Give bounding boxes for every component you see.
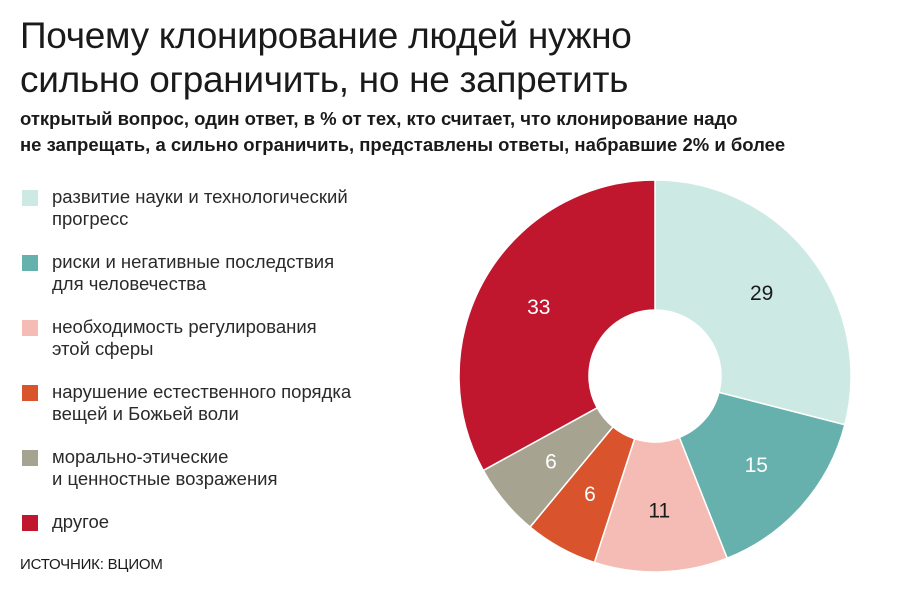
legend-label: другое	[52, 511, 110, 532]
source-note: ИСТОЧНИК: ВЦИОМ	[20, 556, 163, 573]
legend-item: морально-этические и ценностные возражени…	[22, 446, 422, 511]
chart-title-line-2: сильно ограничить, но не запретить	[20, 59, 629, 100]
slice-value-label: 6	[545, 451, 557, 474]
chart-subtitle: открытый вопрос, один ответ, в % от тех,…	[20, 106, 910, 158]
chart-subtitle-line-2: не запрещать, а сильно ограничить, предс…	[20, 134, 786, 155]
slice-value-label: 15	[745, 454, 768, 477]
donut-slice	[654, 179, 852, 426]
slice-value-label: 33	[527, 296, 550, 319]
legend-label: развитие науки и технологический прогресс	[52, 186, 348, 229]
donut-slice	[593, 436, 729, 573]
chart-subtitle-line-1: открытый вопрос, один ответ, в % от тех,…	[20, 108, 738, 129]
donut-chart: 29 15 11 6 6 33	[458, 179, 852, 573]
slice-value-label: 6	[584, 483, 596, 506]
legend-item: риски и негативные последствия для челове…	[22, 251, 422, 316]
legend-item: необходимость регулирования этой сферы	[22, 316, 422, 381]
legend-label: необходимость регулирования этой сферы	[52, 316, 317, 359]
legend-swatch	[22, 320, 38, 336]
donut-slice	[678, 391, 846, 560]
legend-item: нарушение естественного порядка вещей и Б…	[22, 381, 422, 446]
legend-swatch	[22, 255, 38, 271]
slice-value-label: 29	[750, 282, 773, 305]
chart-title: Почему клонирование людей нужно сильно о…	[20, 14, 900, 102]
legend-swatch	[22, 515, 38, 531]
legend-label: морально-этические и ценностные возражени…	[52, 446, 278, 489]
legend-swatch	[22, 385, 38, 401]
legend-label: нарушение естественного порядка вещей и Б…	[52, 381, 352, 424]
legend-swatch	[22, 190, 38, 206]
legend-item: развитие науки и технологический прогресс	[22, 186, 422, 251]
slice-value-label: 11	[648, 499, 670, 522]
donut-slice	[458, 179, 656, 472]
legend-swatch	[22, 450, 38, 466]
legend-label: риски и негативные последствия для челове…	[52, 251, 335, 294]
legend-item: другое	[22, 511, 422, 576]
chart-legend: развитие науки и технологический прогресс…	[22, 186, 422, 576]
chart-title-line-1: Почему клонирование людей нужно	[20, 15, 632, 56]
